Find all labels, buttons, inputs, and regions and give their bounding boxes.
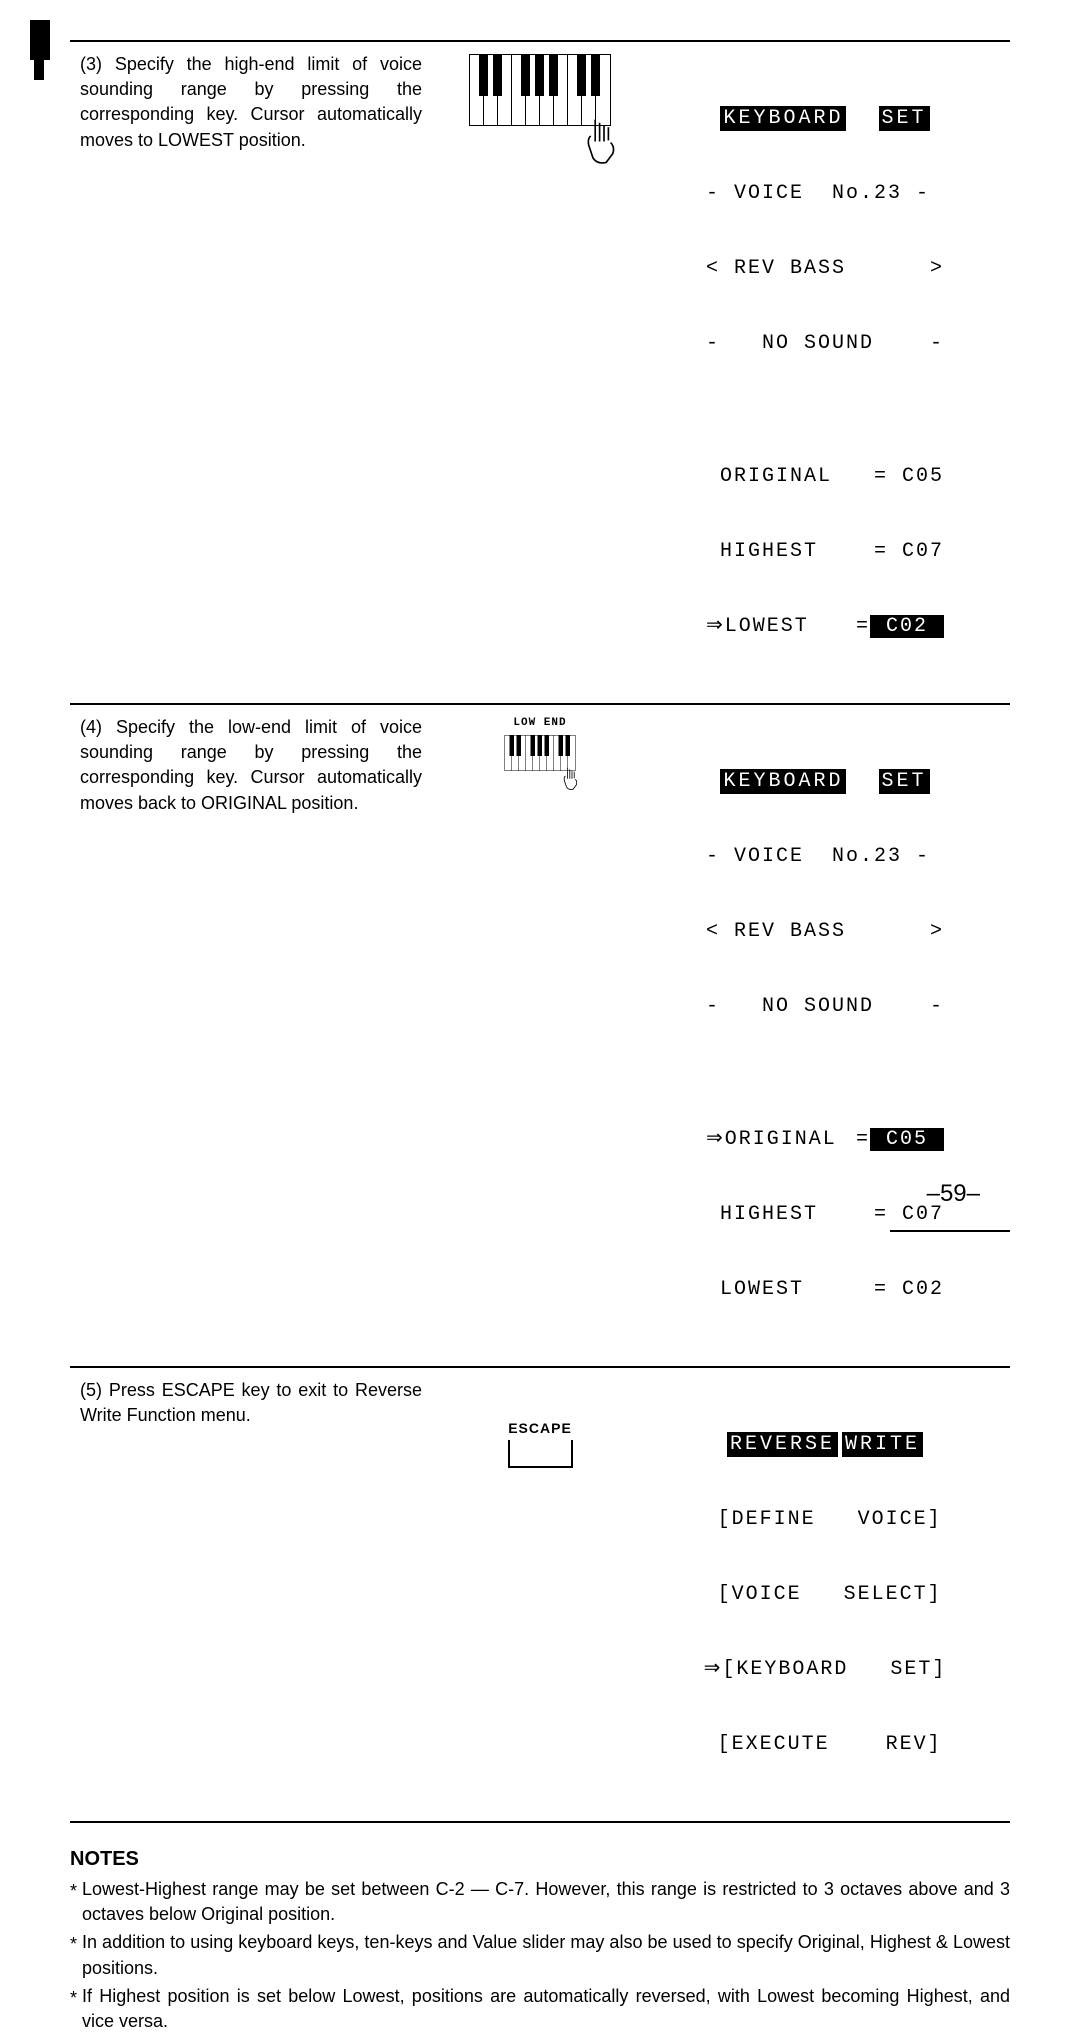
lcd-title-keyboard: KEYBOARD [720, 106, 846, 131]
lcd-title-write: WRITE [842, 1432, 923, 1457]
hand-icon [571, 114, 626, 174]
step-5-body: Press ESCAPE key to exit to Reverse Writ… [80, 1380, 422, 1425]
lcd-highest-val: = C07 [874, 539, 944, 564]
step-row-4: (4) Specify the low-end limit of voice s… [70, 703, 1010, 1366]
page-number: –59– [927, 1180, 980, 1208]
escape-label: ESCAPE [508, 1420, 573, 1436]
step-5-num: (5) [80, 1380, 102, 1400]
step-4-lcd: KEYBOARD SET - VOICE No.23 - < REV BASS … [640, 705, 1010, 1366]
note-item: Lowest-Highest range may be set between … [70, 1877, 1010, 1927]
step-row-5: (5) Press ESCAPE key to exit to Reverse … [70, 1366, 1010, 1823]
lcd-lowest-val: C02 [870, 615, 944, 638]
steps-table: (3) Specify the high-end limit of voice … [70, 40, 1010, 1823]
lcd-original-val: = C05 [874, 464, 944, 489]
notes-list: Lowest-Highest range may be set between … [70, 1877, 1010, 2034]
lcd-original: ⇒ORIGINAL [706, 1127, 837, 1152]
step-5-text: (5) Press ESCAPE key to exit to Reverse … [70, 1368, 440, 1821]
step-5-illustration: ESCAPE [440, 1368, 640, 1821]
lcd-lowest: ⇒LOWEST [706, 614, 809, 639]
step-5-lcd: REVERSEWRITE [DEFINE VOICE] [VOICE SELEC… [640, 1368, 1010, 1821]
lcd-highest: HIGHEST [706, 1202, 818, 1227]
piano-keyboard-small-icon [505, 735, 576, 771]
lcd-line: - VOICE No.23 - [706, 181, 944, 206]
step-4-body: Specify the low-end limit of voice sound… [80, 717, 422, 813]
lcd-line: - VOICE No.23 - [706, 844, 944, 869]
piano-keyboard-icon [469, 54, 611, 126]
lcd-line: [DEFINE VOICE] [704, 1507, 947, 1532]
lcd-title-reverse: REVERSE [727, 1432, 838, 1457]
lcd-line: ⇒[KEYBOARD SET] [704, 1657, 947, 1682]
notes-heading: NOTES [70, 1848, 1010, 1871]
page-edge-mark [30, 20, 50, 60]
hand-icon [556, 765, 584, 795]
step-4-text: (4) Specify the low-end limit of voice s… [70, 705, 440, 1366]
step-3-num: (3) [80, 54, 102, 74]
lcd-original-val: C05 [870, 1128, 944, 1151]
lcd-original: ORIGINAL [706, 464, 832, 489]
note-item: If Highest position is set below Lowest,… [70, 1984, 1010, 2034]
lcd-title-set: SET [879, 106, 930, 131]
note-item: In addition to using keyboard keys, ten-… [70, 1930, 1010, 1980]
lcd-title-set: SET [879, 769, 930, 794]
low-end-label: LOW END [469, 717, 611, 729]
lcd-line: < REV BASS > [706, 919, 944, 944]
lcd-highest: HIGHEST [706, 539, 818, 564]
step-4-illustration: LOW END [440, 705, 640, 1366]
step-3-body: Specify the high-end limit of voice soun… [80, 54, 422, 150]
step-4-num: (4) [80, 717, 102, 737]
lcd-line: < REV BASS > [706, 256, 944, 281]
lcd-lowest: LOWEST [706, 1277, 804, 1302]
step-3-lcd: KEYBOARD SET - VOICE No.23 - < REV BASS … [640, 42, 1010, 703]
notes-section: NOTES Lowest-Highest range may be set be… [70, 1848, 1010, 2034]
page-underline [890, 1230, 1010, 1232]
lcd-line: - NO SOUND - [706, 331, 944, 356]
lcd-line: - NO SOUND - [706, 994, 944, 1019]
step-3-illustration [440, 42, 640, 703]
step-row-3: (3) Specify the high-end limit of voice … [70, 40, 1010, 703]
step-3-text: (3) Specify the high-end limit of voice … [70, 42, 440, 703]
escape-key-icon: ESCAPE [508, 1420, 573, 1473]
lcd-lowest-val: = C02 [874, 1277, 944, 1302]
lcd-title-keyboard: KEYBOARD [720, 769, 846, 794]
lcd-line: [EXECUTE REV] [704, 1732, 947, 1757]
lcd-line: [VOICE SELECT] [704, 1582, 947, 1607]
